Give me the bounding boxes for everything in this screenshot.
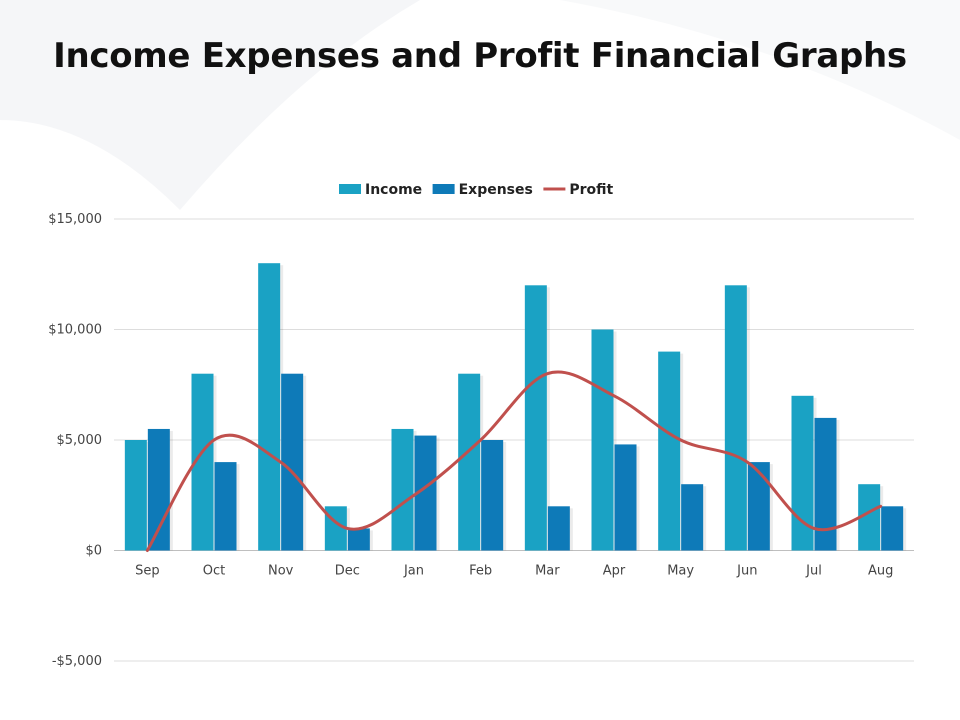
x-tick-label: Dec — [335, 564, 360, 579]
x-tick-label: Feb — [469, 564, 492, 579]
x-tick-label: Aug — [868, 564, 893, 579]
legend: Income Expenses Profit — [339, 182, 614, 198]
income-bar — [858, 484, 881, 551]
expenses-bar — [881, 506, 904, 551]
expenses-bar — [147, 428, 170, 551]
x-tick-label: Apr — [603, 564, 626, 579]
income-bar — [524, 285, 547, 551]
y-axis-tick-labels: -$5,000 $0 $5,000 $10,000 $15,000 — [48, 212, 102, 669]
income-bar — [191, 373, 214, 551]
bars — [124, 263, 907, 551]
x-tick-label: May — [667, 564, 694, 579]
y-tick-label: $0 — [85, 544, 102, 559]
income-bar — [658, 351, 681, 551]
legend-swatch — [339, 184, 361, 194]
profit-line — [145, 370, 883, 552]
expenses-bar — [347, 528, 370, 551]
income-bar — [458, 373, 481, 551]
legend-label: Expenses — [459, 182, 533, 198]
x-tick-label: Nov — [268, 564, 294, 579]
income-bar — [124, 440, 147, 551]
income-bar — [791, 395, 814, 551]
x-tick-label: Oct — [203, 564, 225, 579]
expenses-bar — [747, 462, 770, 551]
expenses-bar — [814, 417, 837, 551]
expenses-bar — [481, 440, 504, 551]
income-bar — [724, 285, 747, 551]
income-bar — [258, 263, 281, 551]
income-bar — [391, 428, 414, 551]
y-tick-label: $5,000 — [57, 433, 103, 448]
expenses-bar — [547, 506, 570, 551]
legend-label: Income — [365, 182, 422, 198]
y-tick-label: -$5,000 — [52, 654, 102, 669]
expenses-bar — [281, 373, 304, 551]
y-tick-label: $15,000 — [48, 212, 102, 227]
x-tick-label: Jul — [805, 564, 822, 579]
legend-swatch — [432, 184, 455, 194]
expenses-bar — [614, 444, 637, 551]
income-bar — [591, 329, 614, 551]
x-axis-tick-labels: Sep Oct Nov Dec Jan Feb Mar Apr May Jun Jul Aug — [135, 564, 893, 579]
expenses-bar — [214, 462, 237, 551]
x-tick-label: Mar — [535, 564, 560, 579]
x-tick-label: Jun — [736, 564, 757, 579]
expenses-bar — [681, 484, 704, 551]
x-tick-label: Sep — [135, 564, 160, 579]
x-tick-label: Jan — [403, 564, 424, 579]
expenses-bar — [414, 435, 437, 551]
profit-line-path — [145, 370, 883, 552]
legend-label: Profit — [569, 182, 613, 198]
slide-title: Income Expenses and Profit Financial Gra… — [53, 36, 907, 76]
y-tick-label: $10,000 — [48, 323, 102, 338]
